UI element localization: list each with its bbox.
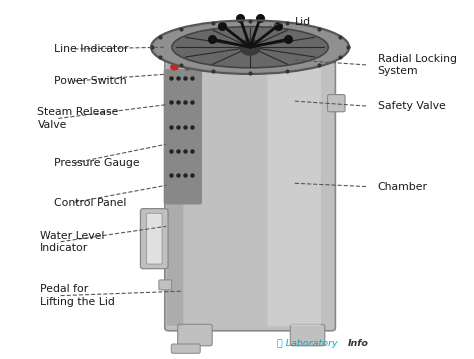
FancyBboxPatch shape	[159, 280, 172, 290]
FancyBboxPatch shape	[291, 324, 325, 346]
Circle shape	[171, 64, 178, 70]
FancyBboxPatch shape	[171, 344, 200, 353]
Text: Pedal for
Lifting the Lid: Pedal for Lifting the Lid	[40, 284, 115, 307]
Text: Steam Release
Valve: Steam Release Valve	[37, 107, 119, 130]
Text: Radial Locking
System: Radial Locking System	[378, 53, 456, 76]
Text: Control Panel: Control Panel	[54, 198, 126, 208]
Circle shape	[240, 39, 260, 55]
FancyBboxPatch shape	[140, 209, 168, 269]
Text: Lid: Lid	[295, 17, 311, 27]
FancyBboxPatch shape	[167, 51, 183, 326]
Text: Info: Info	[348, 339, 369, 348]
FancyBboxPatch shape	[328, 95, 345, 112]
Text: Pressure Gauge: Pressure Gauge	[54, 158, 139, 168]
Text: Safety Valve: Safety Valve	[378, 101, 446, 111]
FancyBboxPatch shape	[146, 213, 162, 264]
Circle shape	[185, 66, 191, 70]
Text: Power Switch: Power Switch	[54, 76, 126, 86]
Ellipse shape	[153, 22, 348, 73]
Text: Water Level
Indicator: Water Level Indicator	[40, 231, 104, 253]
Text: Ⓛ Laboratory: Ⓛ Laboratory	[276, 339, 337, 348]
Ellipse shape	[172, 27, 328, 68]
FancyBboxPatch shape	[165, 46, 336, 331]
FancyBboxPatch shape	[178, 324, 212, 346]
FancyBboxPatch shape	[164, 70, 201, 204]
Text: Chamber: Chamber	[378, 182, 428, 192]
Text: Line Indicator: Line Indicator	[54, 44, 128, 54]
FancyBboxPatch shape	[267, 51, 321, 326]
